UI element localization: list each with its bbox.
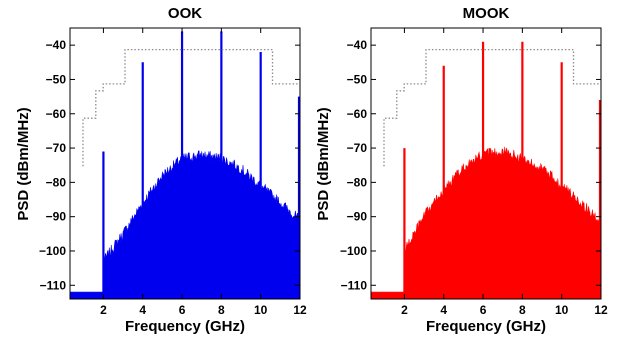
y-axis-label: PSD (dBm/MHz) [315,107,332,220]
spectrum-area [69,150,301,300]
spectrum-area [370,146,602,300]
y-tick-label: −110 [40,278,67,292]
x-tick-label: 4 [139,303,146,317]
x-tick-label: 2 [100,303,107,317]
plot-area: 2 4 6 8 10 12 −40 −50 −60 −70 −80 −90 −100 −110 [39,27,307,317]
chart-title: MOOK [463,5,510,22]
y-tick-label: −60 [347,107,368,121]
y-tick-label: −70 [347,141,368,155]
axes-frame [370,27,602,300]
x-tick-label: 12 [293,303,307,317]
y-tick-label: −90 [347,210,368,224]
axes-frame [69,27,301,300]
x-axis-label: Frequency (GHz) [426,318,546,335]
x-tick-label: 2 [401,303,408,317]
y-tick-label: −70 [46,141,67,155]
x-tick-label: 8 [519,303,526,317]
emission-mask [383,48,601,167]
chart-ook: OOK 2 4 6 8 10 12 −40 −50 −60 −70 −80 −90 −100 −110 F… [15,5,307,335]
x-tick-label: 4 [440,303,447,317]
emission-mask [82,48,300,167]
x-tick-label: 12 [594,303,608,317]
y-tick-label: −50 [347,72,368,86]
y-tick-label: −80 [46,175,67,189]
x-axis-label: Frequency (GHz) [125,318,245,335]
plot-area: 2 4 6 8 10 12 −40 −50 −60 −70 −80 −90 −100 −110 [340,27,608,317]
chart-mook: MOOK 2 4 6 8 10 12−40−50−60−70−80−90−100−110 … [315,5,608,335]
y-tick-label: −110 [341,278,368,292]
y-tick-label: −40 [46,38,67,52]
y-tick-label: −80 [347,175,368,189]
chart-title: OOK [168,5,202,22]
y-tick-label: −50 [46,72,67,86]
x-tick-label: 10 [254,303,268,317]
y-tick-label: −40 [347,38,368,52]
y-tick-label: −100 [39,244,66,258]
x-tick-label: 8 [218,303,225,317]
y-tick-label: −60 [46,107,67,121]
x-tick-label: 6 [179,303,186,317]
y-tick-label: −90 [46,210,67,224]
x-tick-label: 10 [555,303,569,317]
y-axis-label: PSD (dBm/MHz) [15,107,32,220]
y-tick-label: −100 [340,244,367,258]
x-tick-label: 6 [480,303,487,317]
